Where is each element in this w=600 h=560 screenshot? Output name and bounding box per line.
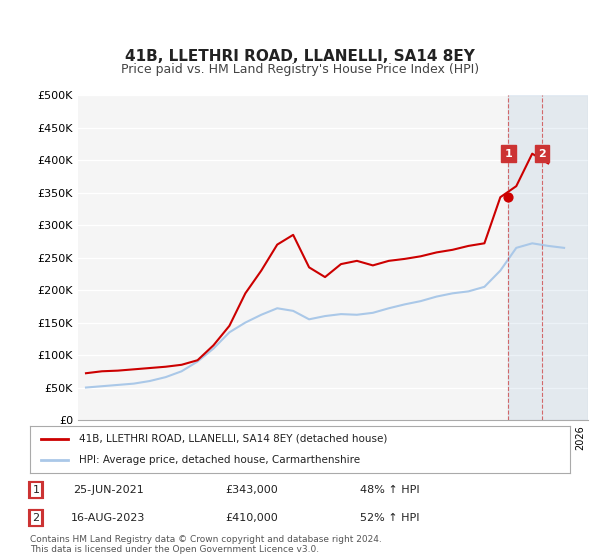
Text: HPI: Average price, detached house, Carmarthenshire: HPI: Average price, detached house, Carm…	[79, 455, 360, 465]
Text: 48% ↑ HPI: 48% ↑ HPI	[360, 485, 420, 495]
Point	[503, 193, 513, 202]
Text: 2: 2	[32, 513, 40, 523]
Bar	[508, 95, 588, 420]
Text: 41B, LLETHRI ROAD, LLANELLI, SA14 8EY: 41B, LLETHRI ROAD, LLANELLI, SA14 8EY	[125, 49, 475, 64]
Text: 1: 1	[505, 148, 512, 158]
Point	[537, 149, 547, 158]
Text: 16-AUG-2023: 16-AUG-2023	[71, 513, 145, 523]
Text: 1: 1	[32, 485, 40, 495]
Text: Price paid vs. HM Land Registry's House Price Index (HPI): Price paid vs. HM Land Registry's House …	[121, 63, 479, 76]
Text: £343,000: £343,000	[226, 485, 278, 495]
Text: 2: 2	[32, 513, 40, 523]
Text: 1: 1	[32, 485, 40, 495]
Text: Contains HM Land Registry data © Crown copyright and database right 2024.
This d: Contains HM Land Registry data © Crown c…	[30, 535, 382, 554]
Text: 52% ↑ HPI: 52% ↑ HPI	[360, 513, 420, 523]
Text: £410,000: £410,000	[226, 513, 278, 523]
Text: 41B, LLETHRI ROAD, LLANELLI, SA14 8EY (detached house): 41B, LLETHRI ROAD, LLANELLI, SA14 8EY (d…	[79, 434, 387, 444]
Text: 2: 2	[538, 148, 545, 158]
Text: 25-JUN-2021: 25-JUN-2021	[73, 485, 143, 495]
